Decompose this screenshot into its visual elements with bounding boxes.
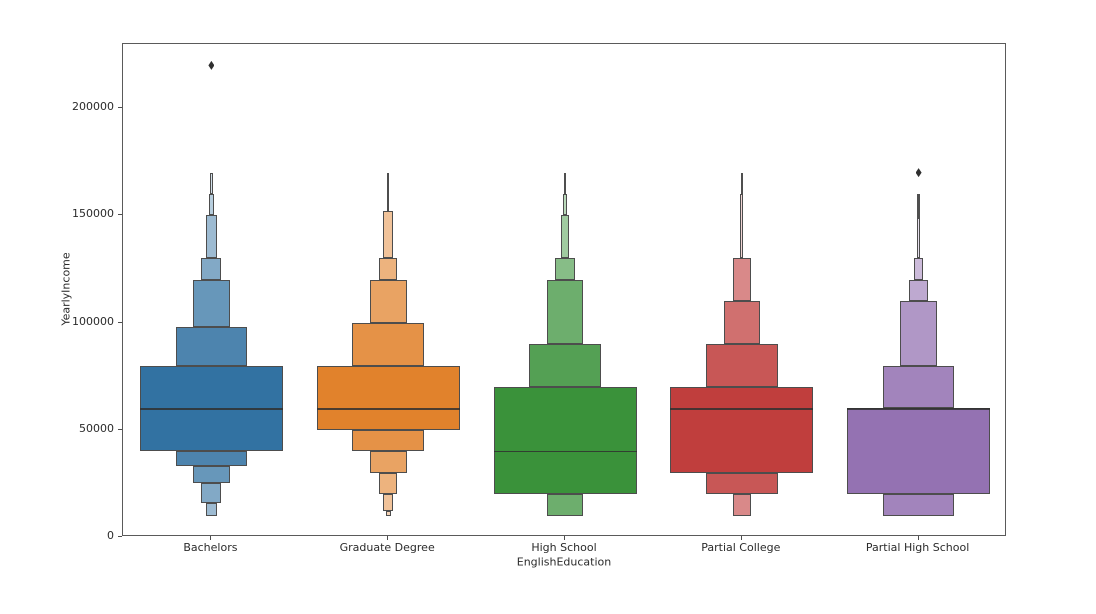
boxen-box — [208, 194, 214, 216]
boxen-box — [369, 451, 407, 473]
boxen-box — [740, 172, 744, 195]
y-tick-label: 200000 — [72, 100, 114, 114]
boxen-box — [383, 494, 394, 512]
boxen-box — [670, 386, 814, 473]
boxen-box — [139, 365, 283, 452]
median-line — [493, 451, 637, 453]
boxen-box — [917, 194, 920, 218]
x-tick-label: Partial High School — [865, 541, 970, 554]
boxen-box — [554, 258, 575, 280]
boxen-box — [547, 494, 583, 516]
boxen-box — [386, 172, 390, 212]
boxen-box — [493, 386, 637, 495]
outlier-diamond — [915, 168, 922, 178]
median-line — [847, 408, 991, 410]
boxen-box — [175, 451, 248, 467]
boxen-box — [909, 279, 928, 302]
boxen-box — [917, 217, 921, 259]
x-tick-mark — [917, 536, 919, 540]
boxen-box — [732, 258, 751, 302]
median-line — [670, 408, 814, 410]
boxen-box — [385, 511, 391, 516]
boxen-box — [205, 502, 218, 516]
boxen-box — [562, 194, 568, 216]
boxen-box — [900, 301, 938, 366]
boxen-box — [201, 258, 222, 280]
boxen-box — [175, 326, 248, 366]
boxen-box — [205, 215, 218, 259]
boxen-box — [378, 472, 398, 495]
x-tick-mark — [210, 536, 212, 540]
y-tick-mark — [118, 107, 122, 109]
boxen-box — [847, 408, 991, 495]
x-tick-label: High School — [531, 541, 597, 554]
x-axis-label-text: EnglishEducation — [516, 555, 612, 569]
boxen-box — [706, 344, 778, 387]
boxen-box — [723, 301, 760, 345]
boxen-box — [369, 279, 407, 323]
x-tick-mark — [564, 536, 565, 540]
y-tick-label: 50000 — [79, 421, 114, 435]
y-tick-mark — [118, 321, 122, 323]
boxen-box — [378, 258, 398, 280]
y-tick-mark — [118, 536, 122, 537]
y-tick-label: 150000 — [72, 207, 114, 221]
boxen-box — [352, 322, 424, 366]
x-tick-label: Partial College — [701, 541, 781, 554]
x-tick-mark — [740, 536, 742, 540]
outlier-diamond — [208, 60, 215, 70]
boxen-box — [316, 365, 460, 430]
boxen-box — [547, 279, 583, 345]
boxen-box — [732, 494, 751, 516]
boxen-box — [383, 211, 394, 259]
boxen-box — [201, 483, 222, 503]
boxen-box — [706, 472, 778, 495]
boxen-box — [192, 279, 230, 327]
y-tick-mark — [118, 214, 122, 216]
y-tick-label: 0 — [107, 529, 114, 542]
y-tick-mark — [118, 428, 122, 430]
boxen-box — [882, 494, 955, 516]
boxen-box — [210, 172, 213, 195]
boxen-box — [529, 344, 601, 387]
boxen-box — [740, 194, 744, 259]
boxen-box — [192, 466, 230, 484]
median-line — [139, 408, 283, 410]
x-tick-label: Graduate Degree — [339, 541, 435, 554]
median-line — [316, 408, 460, 410]
x-tick-label: Bachelors — [183, 541, 238, 554]
y-tick-label: 100000 — [72, 314, 114, 328]
boxen-box — [352, 429, 424, 452]
boxen-box — [560, 215, 570, 259]
x-tick-mark — [387, 536, 389, 540]
plot-area — [122, 43, 1006, 536]
boxen-box — [914, 258, 923, 280]
boxen-box — [563, 172, 567, 195]
boxen-box — [882, 365, 955, 409]
